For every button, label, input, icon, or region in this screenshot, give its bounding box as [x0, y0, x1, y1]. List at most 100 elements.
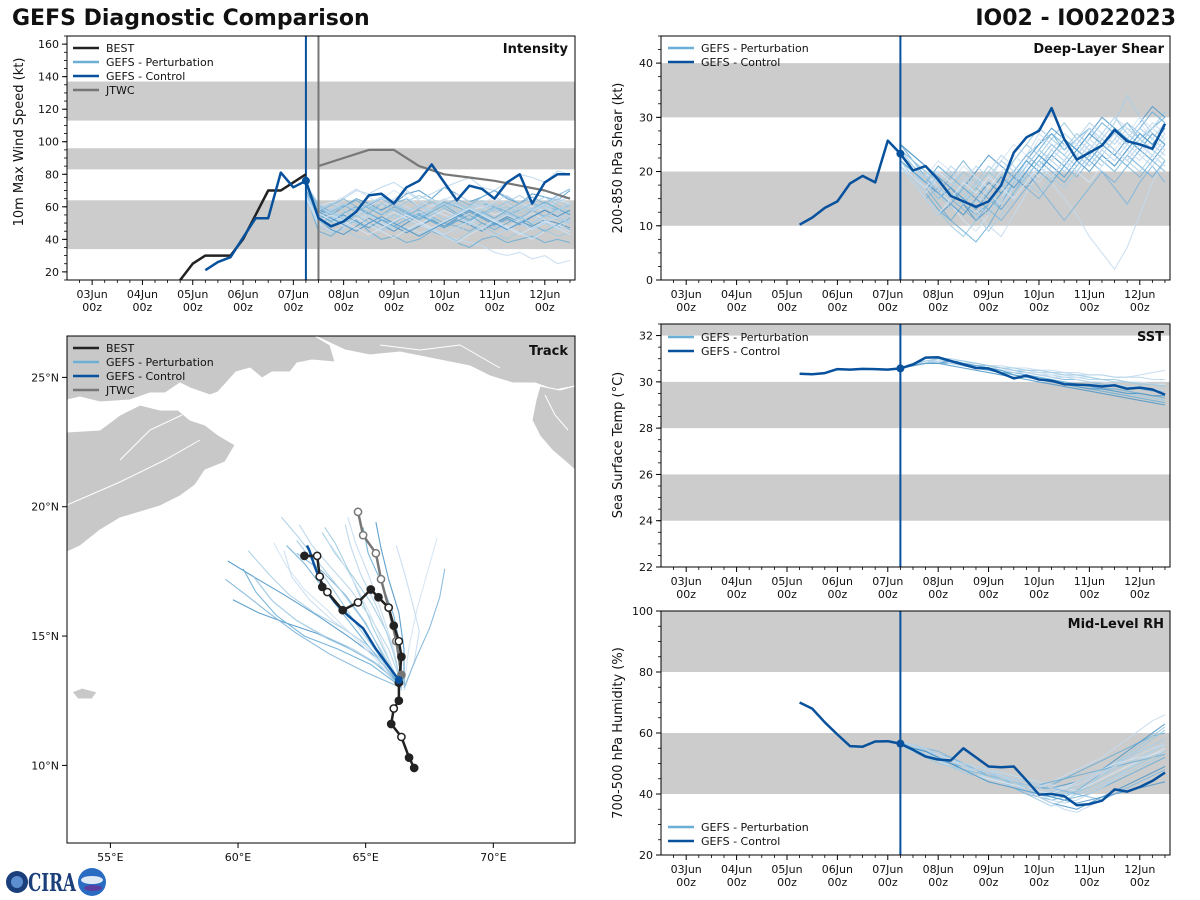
shear-legend: GEFS - Perturbation GEFS - Control	[668, 42, 809, 69]
shear-ytick-label: 0	[646, 274, 653, 287]
shear-perturbation-line	[900, 149, 1166, 205]
rh-xtick-label: 05Jun	[771, 863, 802, 876]
rh-ytick-label: 40	[639, 788, 653, 801]
intensity-perturbation-line	[305, 187, 571, 221]
rh-perturbation-line	[900, 741, 1166, 801]
legend-perturbation-label: GEFS - Perturbation	[701, 821, 809, 834]
sst-xtick-label: 06Jun	[822, 575, 853, 588]
rh-xtick-label: 10Jun	[1023, 863, 1054, 876]
track-best-point	[389, 704, 399, 713]
arabian-peninsula	[66, 335, 336, 403]
track-perturbation-line	[324, 527, 402, 689]
intensity-best-line	[179, 173, 307, 280]
shear-ytick-label: 10	[639, 220, 653, 233]
shear-plot-area: 01020304003Jun00z04Jun00z05Jun00z06Jun00…	[639, 35, 1171, 314]
track-perturbation-line	[283, 550, 400, 689]
rh-xtick-label: 12Jun	[1124, 863, 1155, 876]
intensity-perturbation-line	[305, 186, 571, 216]
rh-ytick-label: 60	[639, 727, 653, 740]
track-jtwc-point	[391, 636, 401, 646]
sst-perturbation-line	[900, 360, 1166, 404]
border-line	[119, 414, 183, 461]
legend-jtwc-label: JTWC	[105, 384, 135, 397]
sst-perturbation-line	[900, 360, 1166, 392]
track-perturbation-line	[232, 599, 400, 684]
shear-xtick-label-hour: 00z	[727, 301, 747, 314]
sst-ytick-label: 24	[639, 515, 653, 528]
intensity-perturbation-line	[305, 188, 571, 211]
rh-band	[661, 611, 1170, 672]
rh-xtick-label-hour: 00z	[777, 876, 797, 889]
intensity-xtick-label: 12Jun	[529, 288, 560, 301]
rh-xtick-label-hour: 00z	[827, 876, 847, 889]
intensity-ytick-label: 20	[45, 266, 59, 279]
rh-perturbation-line	[900, 714, 1166, 789]
track-xtick-label: 70°E	[480, 851, 506, 864]
track-xtick-label: 65°E	[352, 851, 378, 864]
shear-xtick-label-hour: 00z	[777, 301, 797, 314]
sst-xtick-label: 03Jun	[671, 575, 702, 588]
track-perturbation-line	[298, 524, 402, 683]
rh-ytick-label: 80	[639, 666, 653, 679]
map-land	[66, 335, 576, 700]
intensity-ytick-label: 160	[38, 38, 59, 51]
intensity-perturbation-line	[305, 200, 571, 232]
shear-xtick-label-hour: 00z	[979, 301, 999, 314]
legend-perturbation-label: GEFS - Perturbation	[106, 56, 214, 69]
intensity-perturbation-line	[305, 187, 571, 218]
sst-xtick-label-hour: 00z	[878, 588, 898, 601]
shear-control-line	[798, 106, 1167, 226]
sst-plot-area: 22242628303203Jun00z04Jun00z05Jun00z06Ju…	[639, 323, 1171, 601]
track-legend: BEST GEFS - Perturbation GEFS - Control …	[73, 342, 214, 397]
intensity-title: Intensity	[503, 42, 569, 57]
shear-perturbation-line	[900, 159, 1166, 222]
shear-perturbation-line	[899, 144, 1166, 222]
rh-perturbation-line	[900, 741, 1166, 786]
track-best-point	[409, 763, 419, 773]
iran-coast	[314, 335, 576, 391]
legend-control-label: GEFS - Control	[701, 56, 780, 69]
intensity-perturbation-line	[305, 196, 571, 236]
track-series-group	[224, 507, 446, 773]
sst-perturbation-line	[900, 360, 1165, 381]
shear-band	[661, 63, 1170, 118]
intensity-perturbation-line	[305, 185, 571, 221]
rh-legend: GEFS - Perturbation GEFS - Control	[668, 821, 809, 848]
sst-xtick-label-hour: 00z	[777, 588, 797, 601]
track-control-line	[305, 544, 400, 681]
sst-xtick-label-hour: 00z	[928, 588, 948, 601]
intensity-perturbation-line	[305, 193, 571, 229]
track-frame	[66, 335, 576, 844]
sst-xtick-label: 10Jun	[1023, 575, 1054, 588]
intensity-xtick-label: 03Jun	[77, 288, 108, 301]
track-jtwc-point	[376, 574, 386, 584]
track-perturbation-line	[227, 560, 400, 683]
track-best-point	[397, 732, 406, 742]
shear-xtick-label: 03Jun	[671, 288, 702, 301]
shear-ytick-label: 40	[639, 57, 653, 70]
intensity-series-group	[67, 36, 575, 280]
sst-band	[661, 474, 1170, 521]
rh-perturbation-line	[900, 741, 1166, 789]
intensity-perturbation-line	[305, 193, 571, 234]
intensity-control-init-point	[301, 176, 310, 185]
track-perturbation-line	[280, 516, 402, 686]
track-best-point	[323, 587, 332, 597]
rh-ylabel: 700-500 hPa Humidity (%)	[611, 647, 626, 819]
track-best-point	[317, 582, 327, 592]
sst-legend: GEFS - Perturbation GEFS - Control	[668, 331, 809, 358]
shear-perturbation-line	[899, 105, 1166, 216]
map-borders	[66, 344, 569, 506]
rh-perturbation-line	[900, 744, 1166, 804]
shear-band	[661, 171, 1170, 226]
shear-ytick-label: 20	[639, 166, 653, 179]
logo-globe-left-inner	[11, 876, 23, 888]
rh-ytick-label: 20	[639, 849, 653, 862]
intensity-perturbation-line	[305, 188, 571, 218]
pakistan-india	[531, 385, 576, 472]
track-jtwc-line	[356, 511, 403, 676]
socotra	[71, 687, 98, 700]
shear-perturbation-line	[900, 143, 1166, 271]
